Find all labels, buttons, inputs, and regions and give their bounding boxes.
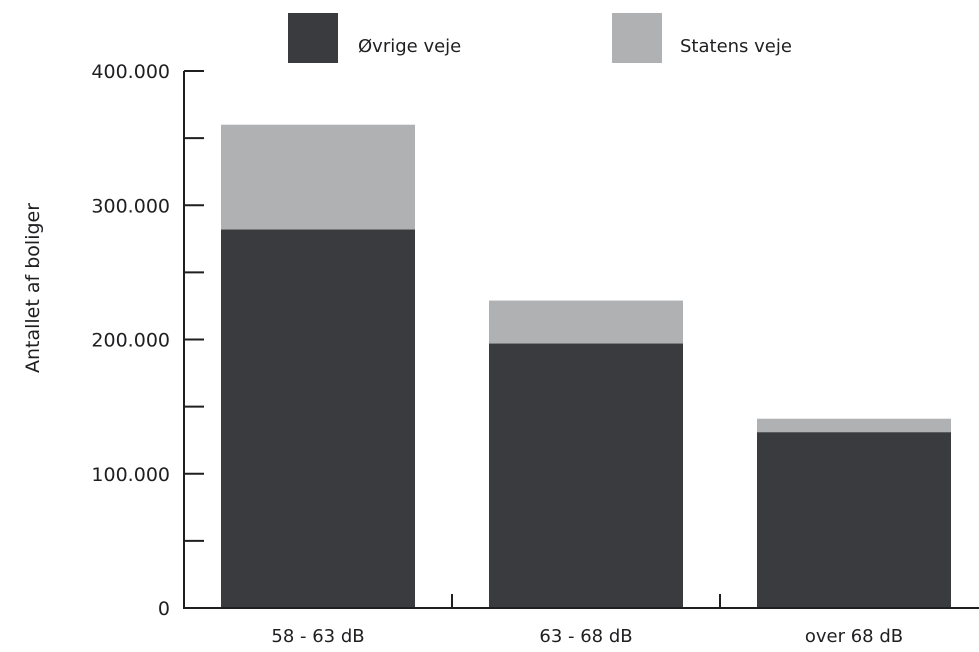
legend-swatch-statens-veje [612, 13, 662, 63]
x-tick-label-1: 58 - 63 dB [271, 626, 364, 647]
x-tick-label-3: over 68 dB [805, 626, 903, 647]
y-tick-label-300000: 300.000 [91, 195, 170, 217]
y-tick-label-200000: 200.000 [91, 330, 170, 352]
bar-statens-veje-2 [489, 300, 683, 344]
y-ticks: 0 100.000 200.000 300.000 400.000 [91, 61, 204, 620]
legend-label-statens-veje: Statens veje [680, 36, 792, 57]
x-labels: 58 - 63 dB 63 - 68 dB over 68 dB [271, 626, 903, 647]
bar-statens-veje-1 [221, 124, 415, 230]
y-tick-label-100000: 100.000 [91, 464, 170, 486]
legend: Øvrige veje Statens veje [288, 13, 792, 63]
x-tick-label-2: 63 - 68 dB [539, 626, 632, 647]
bar-øvrige-veje-2 [489, 343, 683, 608]
legend-label-øvrige-veje: Øvrige veje [358, 36, 461, 57]
legend-swatch-øvrige-veje [288, 13, 338, 63]
y-tick-label-400000: 400.000 [91, 61, 170, 83]
bars [221, 124, 951, 609]
y-axis-title: Antallet af boliger [22, 203, 44, 373]
y-tick-label-0: 0 [158, 598, 170, 620]
bar-øvrige-veje-1 [221, 229, 415, 609]
bar-øvrige-veje-3 [757, 432, 951, 608]
bar-statens-veje-3 [757, 418, 951, 433]
